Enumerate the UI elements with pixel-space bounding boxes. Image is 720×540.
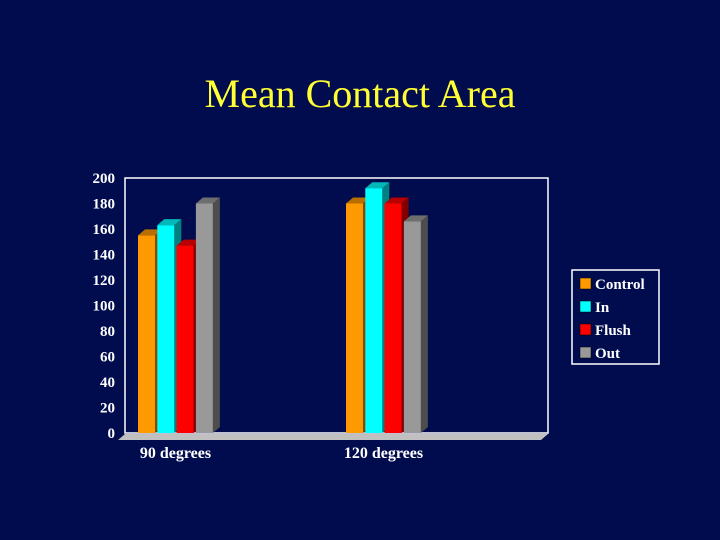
legend-box	[571, 269, 660, 365]
x-axis-ticks: 90 degrees 120 degrees	[140, 445, 423, 462]
bar-top	[157, 219, 182, 226]
x-tick-label: 120 degrees	[344, 445, 423, 462]
bar-top	[403, 215, 428, 222]
bar-top	[176, 239, 201, 246]
bar-front	[365, 188, 383, 433]
y-tick-label: 200	[93, 171, 116, 187]
y-tick-label: 20	[100, 401, 115, 417]
legend-swatch	[579, 323, 592, 336]
legend-label: In	[595, 300, 610, 316]
legend-label: Out	[595, 346, 620, 362]
bar-front	[403, 221, 421, 433]
legend: Control In Flush Out	[571, 269, 660, 365]
y-tick-label: 0	[108, 426, 116, 442]
bar-top	[384, 197, 409, 204]
y-tick-label: 60	[100, 350, 115, 366]
bar-front	[195, 203, 213, 433]
y-tick-label: 80	[100, 324, 115, 340]
bar-top	[365, 182, 390, 189]
legend-label: Flush	[595, 323, 632, 339]
y-tick-label: 40	[100, 375, 115, 391]
bar	[195, 197, 220, 433]
y-axis-ticks: 0 20 40 60 80 100 120 140 160 180 200	[93, 171, 116, 442]
legend-swatch	[579, 300, 592, 313]
bar-front	[346, 203, 363, 433]
bar-top	[195, 197, 220, 204]
bar-front	[384, 203, 402, 433]
bar-front	[157, 225, 175, 433]
plot-area	[118, 177, 549, 440]
y-tick-label: 180	[93, 197, 116, 213]
bar-front	[138, 235, 155, 433]
bar	[403, 215, 428, 433]
chart-floor	[118, 434, 548, 440]
y-tick-label: 160	[93, 222, 116, 238]
bars	[138, 182, 428, 433]
legend-label: Control	[595, 277, 645, 293]
x-tick-label: 90 degrees	[140, 445, 211, 462]
bar-side	[212, 197, 220, 433]
y-tick-label: 140	[93, 248, 116, 264]
bar-front	[176, 245, 194, 433]
y-tick-label: 100	[93, 299, 116, 315]
legend-swatch	[579, 346, 592, 359]
legend-swatch	[579, 277, 592, 290]
slide-title: Mean Contact Area	[204, 71, 516, 116]
bar-top	[138, 229, 162, 236]
y-tick-label: 120	[93, 273, 116, 289]
plot-border	[124, 177, 549, 434]
bar-side	[420, 215, 428, 433]
bar-top	[346, 197, 370, 204]
